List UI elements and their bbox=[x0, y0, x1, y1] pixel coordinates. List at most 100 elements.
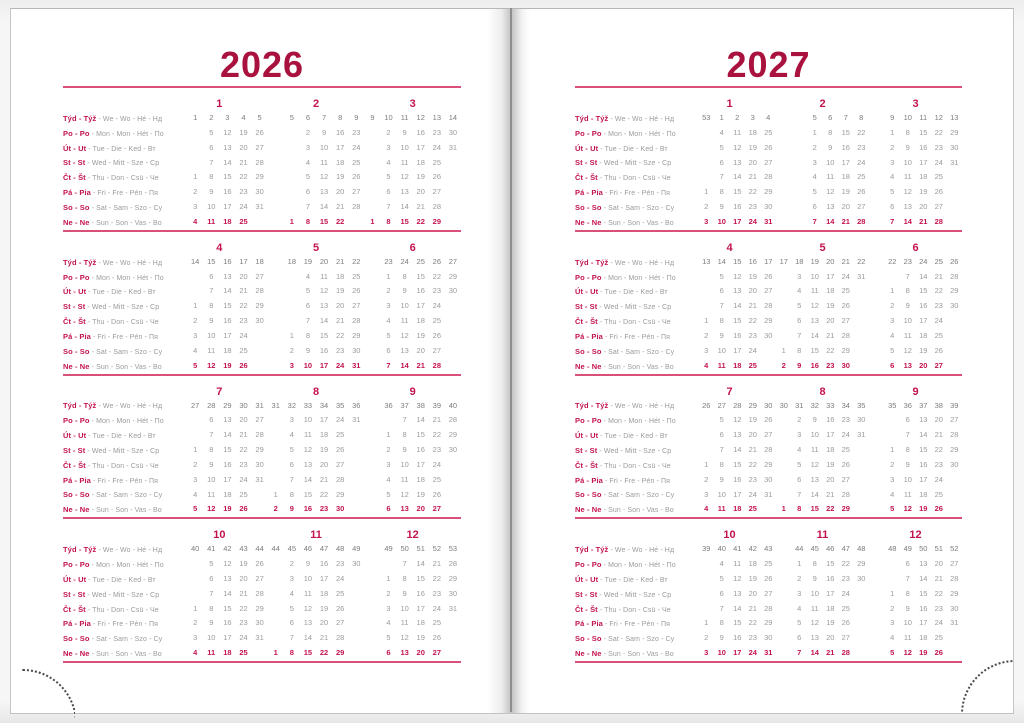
weekday-label: Út - Ut - Tue - Die - Ked - Вт bbox=[575, 431, 683, 440]
weekday-label-primary: Čt - Št bbox=[63, 317, 86, 327]
week-number-cell: 35 bbox=[857, 400, 866, 410]
quarters-left: 1 2 3 Týd - Týž - We - Wo - Hé - Нд 1 2 3 4 5 5 6 7… bbox=[63, 88, 461, 663]
week-number-cell: 13 bbox=[702, 256, 711, 266]
weekday-label-primary: Út - Ut bbox=[575, 287, 599, 297]
month-grid: 7 14 21 28 bbox=[869, 215, 962, 230]
date-cell: 22 bbox=[335, 216, 345, 226]
weekday-label-translations: - Fri - Fre - Pén - Пя bbox=[90, 477, 159, 485]
empty-cell bbox=[869, 631, 885, 646]
weekday-label-primary: Čt - Št bbox=[575, 317, 598, 327]
empty-cell bbox=[699, 170, 715, 185]
month-grid: 27 28 29 30 31 bbox=[171, 399, 268, 414]
weekday-row: Út - Ut - Tue - Die - Ked - Вт 7 14 21 28 5 12… bbox=[63, 284, 461, 299]
empty-cell bbox=[699, 156, 715, 171]
month-grid: 49 50 51 52 53 bbox=[364, 542, 461, 557]
month-grid: 26 27 28 29 30 bbox=[683, 399, 776, 414]
empty-cell bbox=[869, 572, 885, 587]
month-number: 11 bbox=[816, 529, 829, 542]
empty-cell bbox=[947, 200, 963, 215]
date-cell: 14 bbox=[919, 271, 928, 281]
empty-cell bbox=[699, 413, 715, 428]
date-cell: 10 bbox=[810, 271, 819, 281]
date-cell: 27 bbox=[432, 187, 441, 197]
weekday-row: Út - Ut - Tue - Die - Ked - Вт 5 12 19 26 2 9 1… bbox=[575, 572, 962, 587]
date-cell: 12 bbox=[207, 504, 216, 514]
date-cell: 23 bbox=[841, 415, 850, 425]
weekday-label-translations: - Wed - Mitt - Sze - Ср bbox=[85, 591, 160, 599]
date-cell: 21 bbox=[919, 216, 928, 226]
date-cell: 27 bbox=[432, 648, 441, 658]
weekday-label-primary: Po - Po bbox=[575, 416, 602, 426]
date-cell: 16 bbox=[223, 187, 232, 197]
empty-cell bbox=[364, 314, 380, 329]
date-cell: 17 bbox=[319, 415, 329, 425]
date-cell: 13 bbox=[303, 459, 313, 469]
date-cell: 24 bbox=[841, 271, 850, 281]
date-cell: 20 bbox=[416, 648, 425, 658]
date-cell: 27 bbox=[764, 157, 773, 167]
empty-cell bbox=[268, 473, 284, 488]
week-number-cell: 45 bbox=[287, 544, 296, 554]
weekday-row: So - So - Sat - Sam - Szo - Су 3 10 17 24 1 8 1… bbox=[575, 344, 962, 359]
date-cell: 16 bbox=[223, 316, 232, 326]
empty-cell bbox=[268, 359, 284, 374]
dotted-arc-icon bbox=[21, 669, 75, 721]
month-grid: 5 12 19 26 bbox=[171, 359, 268, 374]
date-cell: 12 bbox=[207, 360, 216, 370]
date-cell: 7 bbox=[797, 648, 802, 658]
week-number-cell: 30 bbox=[779, 400, 788, 410]
date-cell: 22 bbox=[748, 618, 757, 628]
empty-cell bbox=[380, 557, 396, 572]
date-cell: 19 bbox=[335, 286, 345, 296]
date-cell: 20 bbox=[416, 345, 425, 355]
empty-cell bbox=[869, 170, 885, 185]
date-cell: 11 bbox=[320, 271, 328, 281]
date-cell: 18 bbox=[335, 271, 345, 281]
month-grid: 35 36 37 38 39 bbox=[869, 399, 962, 414]
empty-cell bbox=[171, 428, 187, 443]
date-cell: 8 bbox=[402, 430, 407, 440]
date-cell: 9 bbox=[209, 618, 214, 628]
month-grid: 7 14 21 28 bbox=[776, 488, 869, 503]
week-number-cell: 6 bbox=[828, 113, 833, 122]
date-cell: 24 bbox=[239, 202, 248, 212]
month-grid: 6 13 20 27 bbox=[869, 359, 962, 374]
empty-cell bbox=[284, 170, 300, 185]
weekday-label-primary: Ne - Ne bbox=[575, 361, 602, 371]
week-number-cell: 26 bbox=[702, 400, 711, 410]
date-cell: 3 bbox=[193, 330, 198, 340]
date-cell: 3 bbox=[797, 271, 802, 281]
empty-cell bbox=[776, 126, 792, 141]
month-grid: 1 8 15 22 29 bbox=[364, 215, 461, 230]
date-cell: 18 bbox=[748, 127, 757, 137]
empty-cell bbox=[445, 185, 461, 200]
date-cell: 4 bbox=[386, 157, 391, 167]
date-cell: 3 bbox=[890, 618, 895, 628]
month-grid: 3 10 17 24 bbox=[268, 572, 365, 587]
month-grid: 6 13 20 27 bbox=[171, 270, 268, 285]
weekday-row: Út - Ut - Tue - Die - Ked - Вт 7 14 21 28 4 11… bbox=[63, 428, 461, 443]
date-cell: 16 bbox=[919, 301, 928, 311]
weekday-label-translations: - Thu - Don - Csü - Че bbox=[85, 462, 159, 470]
date-cell: 27 bbox=[857, 202, 866, 212]
date-cell: 5 bbox=[719, 415, 724, 425]
empty-cell bbox=[699, 443, 715, 458]
date-cell: 7 bbox=[905, 271, 910, 281]
weekday-label: So - So - Sat - Sam - Szo - Су bbox=[63, 203, 171, 212]
empty-cell bbox=[284, 200, 300, 215]
month-grid: 3 10 17 24 31 bbox=[268, 359, 365, 374]
month-grid: 4 11 18 25 bbox=[683, 359, 776, 374]
empty-cell bbox=[699, 284, 715, 299]
date-cell: 5 bbox=[797, 459, 802, 469]
date-cell: 21 bbox=[826, 489, 835, 499]
weekday-label: Po - Po - Mon - Mon - Hét - По bbox=[575, 273, 683, 282]
date-cell: 3 bbox=[289, 360, 294, 370]
date-cell: 23 bbox=[934, 603, 943, 613]
empty-cell bbox=[869, 156, 885, 171]
date-cell: 27 bbox=[335, 618, 345, 628]
empty-cell bbox=[947, 329, 963, 344]
month-grid: 39 40 41 42 43 bbox=[683, 542, 776, 557]
month-number: 12 bbox=[406, 529, 419, 542]
